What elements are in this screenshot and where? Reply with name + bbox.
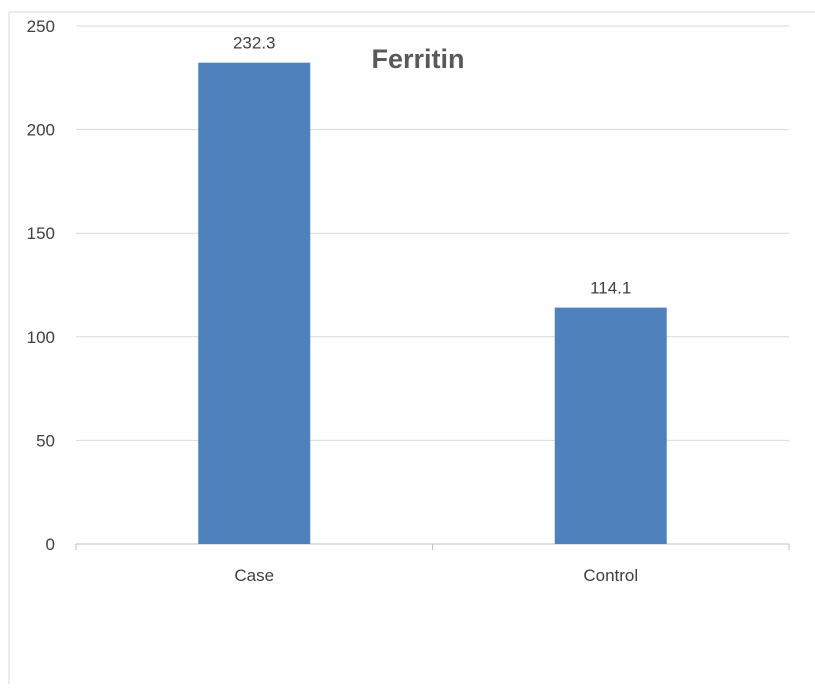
y-tick-label-200: 200 <box>27 121 55 140</box>
y-tick-label-150: 150 <box>27 224 55 243</box>
category-labels: Case Control <box>234 566 638 585</box>
bar-control <box>554 307 667 544</box>
gridlines <box>76 25 789 441</box>
data-label-control: 114.1 <box>590 279 631 298</box>
x-axis <box>75 543 790 550</box>
category-label-case: Case <box>234 566 274 585</box>
chart-title: Ferritin <box>371 44 464 74</box>
y-tick-label-250: 250 <box>27 17 55 36</box>
bar-case <box>198 62 311 544</box>
bars <box>198 62 667 544</box>
y-tick-label-50: 50 <box>36 431 55 450</box>
data-label-case: 232.3 <box>233 34 276 53</box>
category-label-control: Control <box>583 566 638 585</box>
y-tick-label-0: 0 <box>46 535 55 554</box>
y-tick-label-100: 100 <box>27 328 55 347</box>
y-axis-tick-labels: 0 50 100 150 200 250 <box>27 17 55 554</box>
data-labels: 232.3 114.1 <box>233 34 631 298</box>
